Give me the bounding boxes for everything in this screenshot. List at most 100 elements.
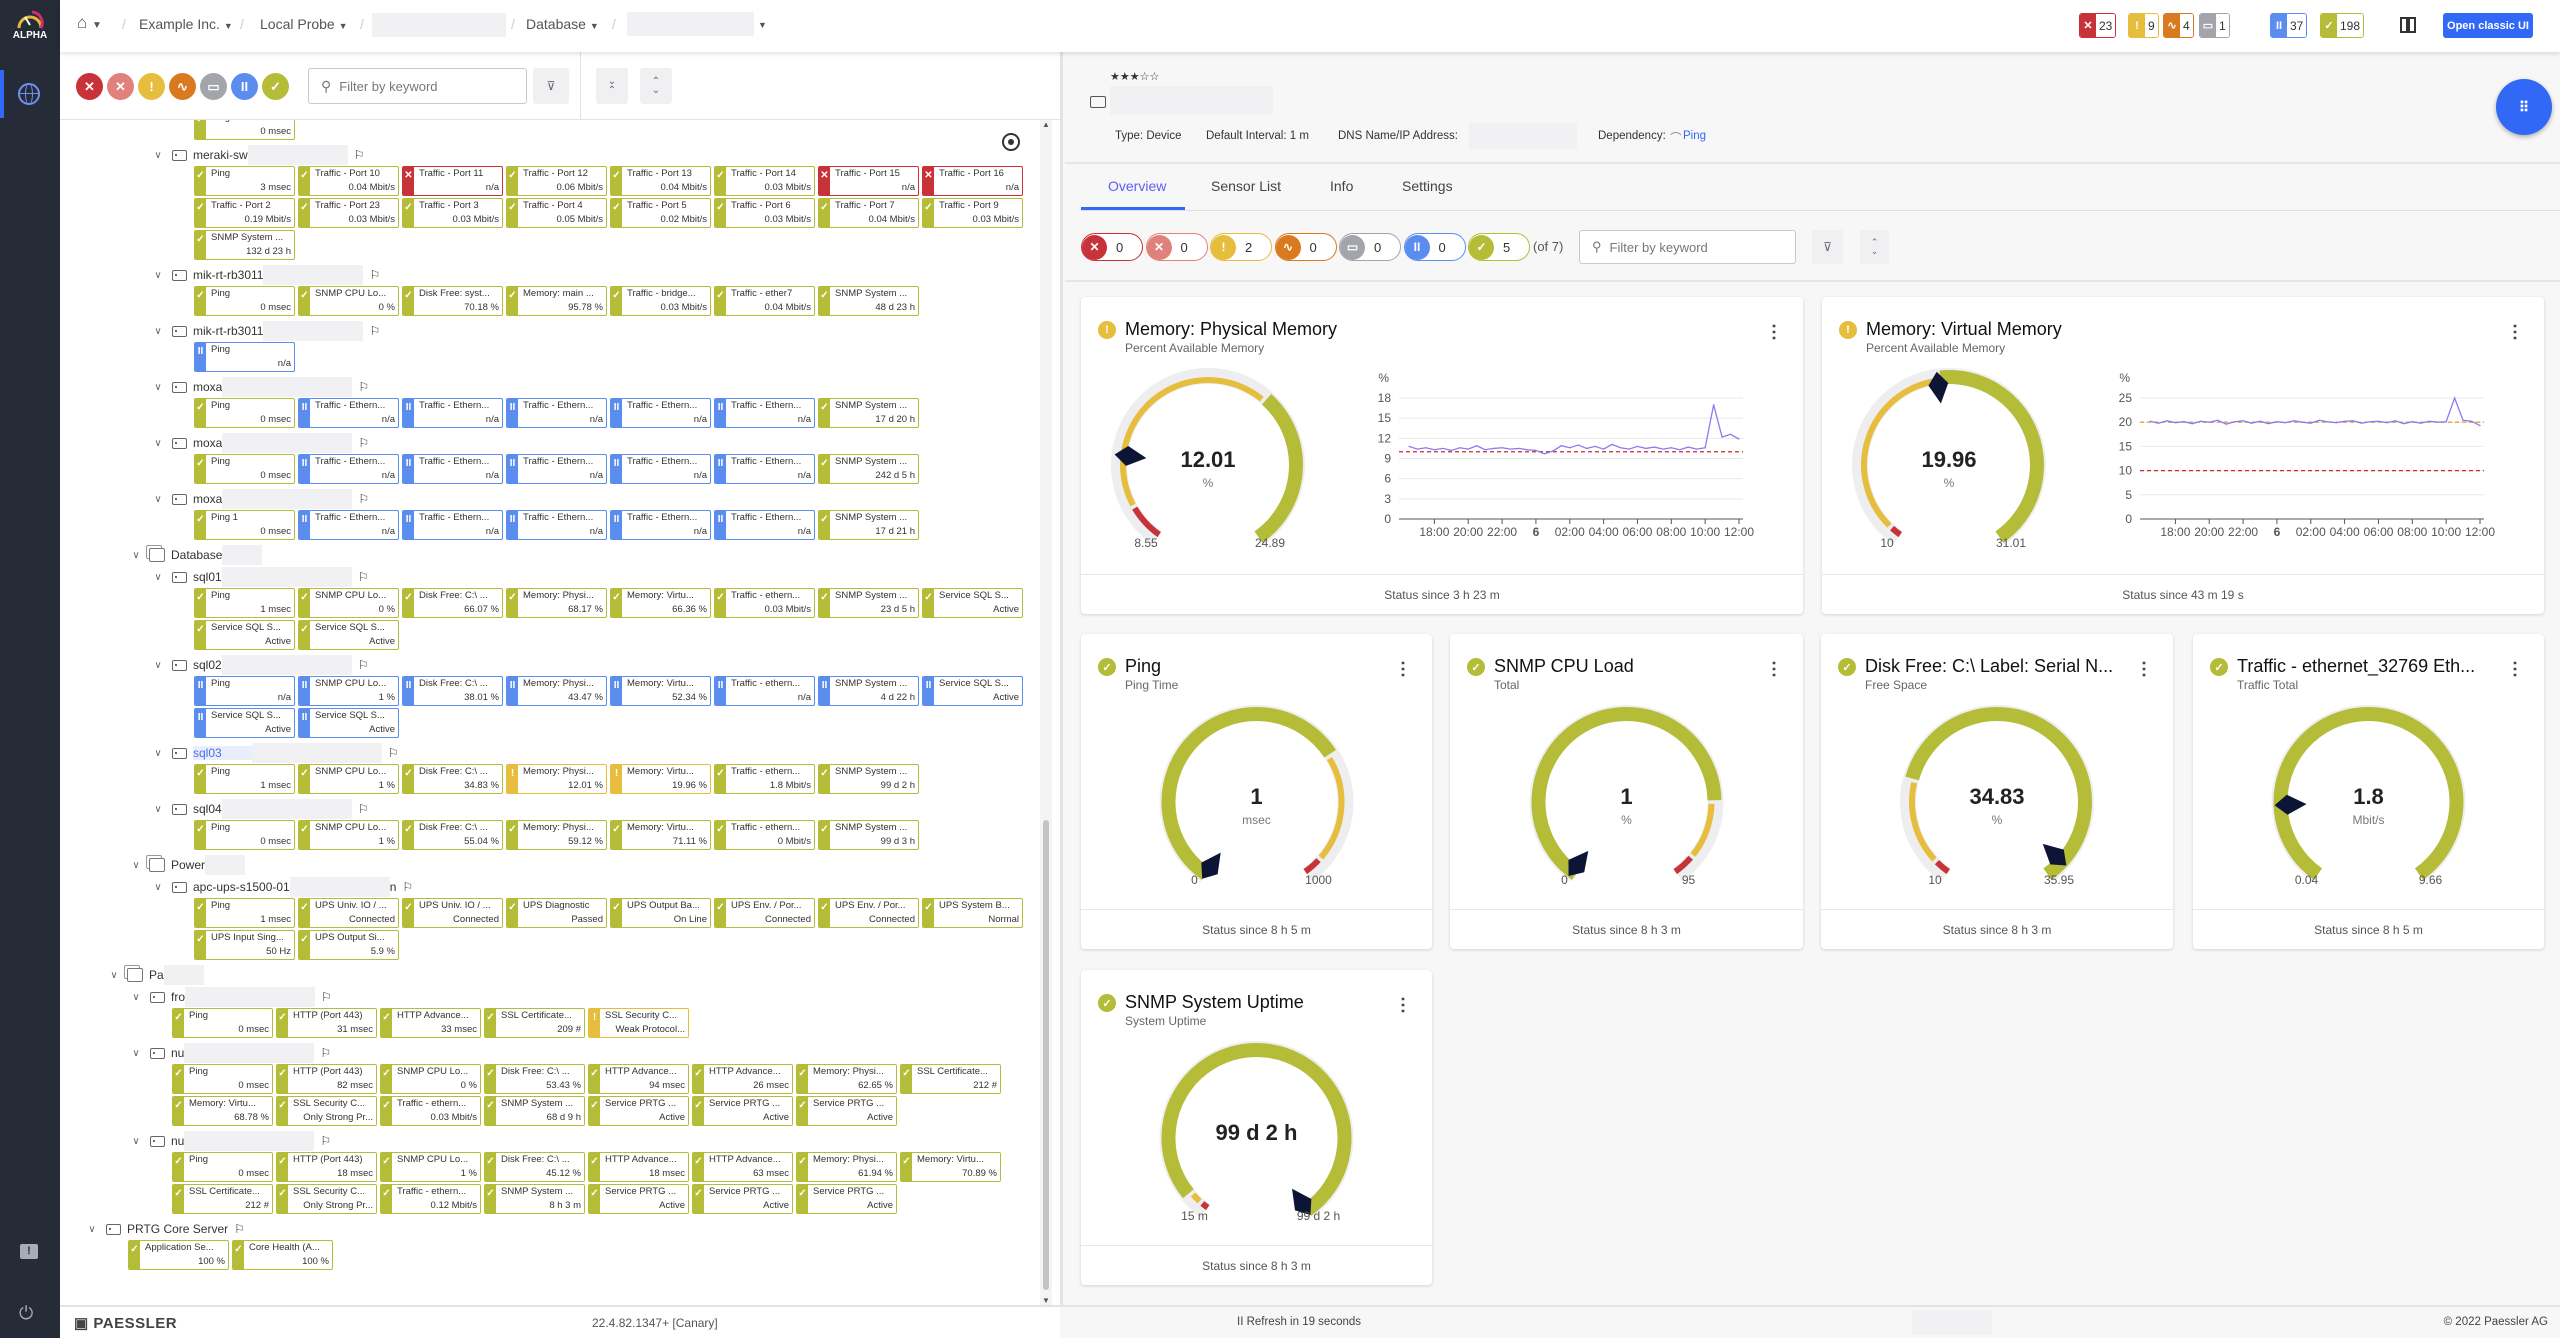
sensor-tile[interactable]: ✓ Ping 1 msec: [194, 898, 295, 928]
sensor-tile[interactable]: ✓ UPS Diagnostic Passed: [506, 898, 607, 928]
sensor-tile[interactable]: ✓ HTTP Advance... 33 msec: [380, 1008, 481, 1038]
status-count-paused[interactable]: II 37: [2270, 13, 2308, 38]
sensor-tile[interactable]: ! SSL Security C... Weak Protocol...: [588, 1008, 689, 1038]
sensor-card[interactable]: 12.01% 8.55 24.89% 0 3 6 9 12 15 18 18:00 20:00 22:0…: [1081, 297, 1803, 614]
sort-button[interactable]: ⌃ ⌄: [1860, 230, 1889, 264]
device-name[interactable]: nu: [171, 1134, 185, 1148]
sensor-tile[interactable]: ✓ Core Health (A... 100 %: [232, 1240, 333, 1270]
sensor-filter-warning[interactable]: ! 2: [1210, 233, 1272, 261]
sensor-filter-unknown[interactable]: ▭ 0: [1339, 233, 1401, 261]
sensor-tile[interactable]: ✓ Traffic - Port 14 0.03 Mbit/s: [714, 166, 815, 196]
flag-icon[interactable]: ⚐: [320, 1046, 332, 1060]
sensor-tile[interactable]: ✓ Traffic - Port 5 0.02 Mbit/s: [610, 198, 711, 228]
status-count-unknown[interactable]: ▭ 1: [2199, 13, 2230, 38]
dependency-link[interactable]: Ping: [1683, 130, 1707, 142]
sensor-tile[interactable]: ✓ SNMP System ... 17 d 20 h: [818, 398, 919, 428]
group-row[interactable]: ∨ Database: [129, 544, 1042, 566]
refresh-status[interactable]: II Refresh in 19 seconds: [1237, 1316, 1362, 1328]
chevron-down-icon[interactable]: ∨: [154, 747, 162, 759]
filter-paused[interactable]: II: [231, 73, 258, 100]
sensor-tile[interactable]: ✓ Service PRTG ... Active: [796, 1184, 897, 1214]
chevron-down-icon[interactable]: ∨: [154, 803, 162, 815]
device-row[interactable]: ∨ PRTG Core Server ⚐: [85, 1218, 1042, 1240]
device-row[interactable]: ∨ sql02 ⚐: [151, 654, 1042, 676]
sensor-tile[interactable]: ✓ Traffic - ethern... 0 Mbit/s: [714, 820, 815, 850]
sensor-tile[interactable]: ✓ Traffic - ethern... 0.12 Mbit/s: [380, 1184, 481, 1214]
device-name[interactable]: fro: [171, 990, 186, 1004]
sensor-tile[interactable]: II Traffic - Ethern... n/a: [610, 454, 711, 484]
sensor-tile[interactable]: ✓ Traffic - bridge... 0.03 Mbit/s: [610, 286, 711, 316]
sensor-tile[interactable]: ✕ Traffic - Port 11 n/a: [402, 166, 503, 196]
device-row[interactable]: ∨ nu ⚐: [129, 1130, 1042, 1152]
sensor-tile[interactable]: ✓ Ping 1 msec: [194, 588, 295, 618]
device-row[interactable]: ∨ moxa ⚐: [151, 432, 1042, 454]
sensor-tile[interactable]: ✓ UPS Output Si... 5.9 %: [298, 930, 399, 960]
device-name[interactable]: moxa: [193, 380, 223, 394]
sensor-tile[interactable]: II Service SQL S... Active: [194, 708, 295, 738]
sensor-tile[interactable]: ✓ Ping 1 msec: [194, 764, 295, 794]
apps-menu-button[interactable]: ⠿: [2496, 79, 2552, 135]
sensor-tile[interactable]: II SNMP System ... 4 d 22 h: [818, 676, 919, 706]
chevron-down-icon[interactable]: ∨: [154, 881, 162, 893]
sensor-tile[interactable]: ✓ HTTP Advance... 26 msec: [692, 1064, 793, 1094]
sensor-tile[interactable]: ✓ HTTP Advance... 94 msec: [588, 1064, 689, 1094]
sensor-tile[interactable]: ✓ Disk Free: syst... 70.18 %: [402, 286, 503, 316]
chevron-down-icon[interactable]: ∨: [132, 549, 140, 561]
sensor-card[interactable]: 99 d 2 h 15 m 99 d 2 h ✓ SNMP System Uptime S…: [1081, 970, 1432, 1285]
sensor-tile[interactable]: II Service SQL S... Active: [922, 676, 1023, 706]
flag-icon[interactable]: ⚐: [320, 1134, 332, 1148]
status-count-down[interactable]: ✕ 23: [2079, 13, 2117, 38]
sensor-search-input[interactable]: ⚲ Filter by keyword: [1579, 230, 1796, 264]
flag-icon[interactable]: ⚐: [358, 492, 370, 506]
chevron-down-icon[interactable]: ∨: [154, 149, 162, 161]
sensor-tile[interactable]: ✓ Traffic - Port 6 0.03 Mbit/s: [714, 198, 815, 228]
sensor-tile[interactable]: ✓ HTTP Advance... 18 msec: [588, 1152, 689, 1182]
device-name[interactable]: mik-rt-rb3011: [193, 268, 264, 282]
chevron-down-icon[interactable]: ▼: [758, 20, 767, 30]
sensor-tile[interactable]: ✓ Ping 0 msec: [194, 120, 295, 140]
sensor-tile[interactable]: ✓ Memory: Virtu... 70.89 %: [900, 1152, 1001, 1182]
sensor-tile[interactable]: ✓ Ping 0 msec: [194, 286, 295, 316]
chevron-down-icon[interactable]: ∨: [154, 493, 162, 505]
device-row[interactable]: ∨ nu ⚐: [129, 1042, 1042, 1064]
sensor-tile[interactable]: ✓ Traffic - Port 13 0.04 Mbit/s: [610, 166, 711, 196]
sensor-tile[interactable]: ✓ SNMP System ... 242 d 5 h: [818, 454, 919, 484]
sensor-tile[interactable]: ✓ SNMP System ... 99 d 2 h: [818, 764, 919, 794]
device-row[interactable]: ∨ fro ⚐: [129, 986, 1042, 1008]
chevron-down-icon[interactable]: ∨: [154, 571, 162, 583]
sensor-tile[interactable]: ✓ Traffic - Port 7 0.04 Mbit/s: [818, 198, 919, 228]
clear-filter-button[interactable]: ⊽: [533, 68, 569, 104]
device-row[interactable]: ∨ sql04 ⚐: [151, 798, 1042, 820]
group-row[interactable]: ∨ Pa: [107, 964, 1042, 986]
sensor-tile[interactable]: II SNMP CPU Lo... 1 %: [298, 676, 399, 706]
sensor-tile[interactable]: II Traffic - Ethern... n/a: [714, 510, 815, 540]
device-name[interactable]: moxa: [193, 492, 223, 506]
expand-all-button[interactable]: ⌃ ⌄: [640, 68, 672, 104]
sensor-tile[interactable]: II Memory: Virtu... 52.34 %: [610, 676, 711, 706]
sensor-tile[interactable]: ✓ Traffic - ether7 0.04 Mbit/s: [714, 286, 815, 316]
filter-warning[interactable]: !: [138, 73, 165, 100]
more-menu-icon[interactable]: ⋯: [1764, 660, 1784, 678]
sensor-tile[interactable]: ✓ Traffic - ethern... 0.03 Mbit/s: [380, 1096, 481, 1126]
sensor-tile[interactable]: ✓ Disk Free: C:\ ... 45.12 %: [484, 1152, 585, 1182]
device-row[interactable]: ∨ sql03 ⚐: [151, 742, 1042, 764]
device-row[interactable]: ∨ mik-rt-rb3011 ⚐: [151, 320, 1042, 342]
chevron-down-icon[interactable]: ∨: [154, 269, 162, 281]
sensor-tile[interactable]: ! Memory: Physi... 12.01 %: [506, 764, 607, 794]
flag-icon[interactable]: ⚐: [321, 990, 332, 1004]
sensor-tile[interactable]: ✓ UPS Input Sing... 50 Hz: [194, 930, 295, 960]
sensor-tile[interactable]: II Ping n/a: [194, 342, 295, 372]
device-row[interactable]: ∨ sql01 ⚐: [151, 566, 1042, 588]
chevron-down-icon[interactable]: ∨: [88, 1223, 96, 1235]
sensor-tile[interactable]: ✓ Memory: main ... 95.78 %: [506, 286, 607, 316]
device-name[interactable]: mik-rt-rb3011: [193, 324, 264, 338]
sensor-tile[interactable]: II Traffic - Ethern... n/a: [714, 398, 815, 428]
sensor-tile[interactable]: II Traffic - Ethern... n/a: [506, 454, 607, 484]
sensor-tile[interactable]: ✓ Service PRTG ... Active: [588, 1096, 689, 1126]
sensor-tile[interactable]: ✓ Memory: Virtu... 68.78 %: [172, 1096, 273, 1126]
sensor-tile[interactable]: ✓ Ping 1 0 msec: [194, 510, 295, 540]
device-name[interactable]: moxa: [193, 436, 223, 450]
tab-overview[interactable]: Overview: [1108, 178, 1167, 194]
sensor-tile[interactable]: II Traffic - Ethern... n/a: [506, 510, 607, 540]
redacted-breadcrumb[interactable]: [372, 13, 506, 37]
